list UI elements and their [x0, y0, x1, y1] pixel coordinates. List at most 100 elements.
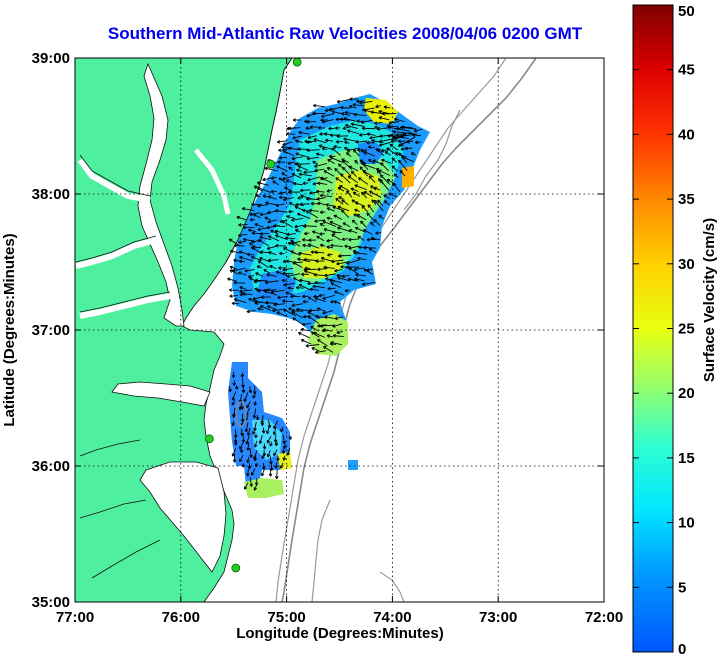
velocity-arrow-head [257, 308, 261, 311]
velocity-arrow-head [302, 209, 306, 213]
velocity-arrow-head [261, 473, 265, 477]
velocity-arrow [334, 268, 343, 273]
velocity-arrow [260, 305, 272, 311]
velocity-arrow [355, 273, 366, 277]
velocity-arrow-shaft [324, 273, 336, 277]
velocity-arrow-head [249, 219, 253, 222]
velocity-arrow [302, 243, 311, 248]
velocity-arrow [378, 141, 391, 147]
velocity-arrow [239, 255, 253, 262]
velocity-arrow [398, 139, 406, 144]
velocity-arrow-head [278, 150, 282, 152]
velocity-arrow-head [323, 133, 327, 136]
velocity-arrow-shaft [401, 156, 414, 163]
velocity-arrow-shaft [259, 435, 263, 444]
velocity-arrow-head [233, 282, 237, 285]
velocity-arrow-head [264, 167, 268, 171]
velocity-arrow [267, 419, 272, 428]
velocity-arrow-shaft [291, 303, 304, 307]
velocity-arrow-head [241, 374, 245, 378]
velocity-arrow-shaft [350, 123, 365, 127]
velocity-arrow-head [293, 183, 296, 186]
velocity-arrow-shaft [378, 116, 390, 121]
velocity-arrow [315, 259, 325, 263]
velocity-arrow-shaft [384, 151, 391, 156]
velocity-arrow-shaft [287, 287, 294, 290]
velocity-arrow-head [330, 301, 334, 304]
velocity-arrow-head [291, 243, 295, 245]
velocity-arrow-shaft [316, 190, 325, 193]
velocity-arrow [291, 156, 304, 161]
velocity-arrow-head [254, 428, 257, 432]
velocity-arrow [309, 191, 318, 195]
velocity-arrow-shaft [242, 207, 255, 212]
velocity-arrow-head [347, 130, 350, 133]
velocity-arrow-head [341, 113, 344, 116]
velocity-arrow [292, 135, 302, 140]
velocity-arrow-shaft [370, 221, 375, 227]
velocity-arrow-head [229, 388, 232, 392]
velocity-arrow-head [338, 255, 342, 258]
velocity-arrow [369, 190, 382, 198]
velocity-arrow-shaft [275, 245, 287, 247]
velocity-arrow-head [281, 220, 285, 224]
y-tick-label: 36:00 [32, 458, 70, 475]
velocity-arrow-head [378, 110, 382, 114]
velocity-arrow [244, 268, 255, 273]
velocity-arrow-shaft [339, 185, 350, 192]
velocity-arrow [239, 454, 244, 463]
velocity-arrow-head [363, 191, 366, 195]
velocity-arrow [308, 208, 319, 213]
velocity-arrow [270, 189, 277, 194]
velocity-arrow [267, 305, 277, 311]
velocity-arrow [292, 261, 303, 269]
velocity-arrow [369, 135, 382, 140]
velocity-arrow-shaft [276, 165, 288, 172]
velocity-arrow-shaft [357, 257, 367, 261]
velocity-arrow-head [332, 335, 336, 338]
velocity-arrow-shaft [306, 210, 319, 219]
velocity-arrow-head [267, 248, 271, 250]
velocity-arrow-shaft [249, 477, 253, 487]
velocity-arrow [278, 191, 287, 195]
velocity-arrow-head [389, 144, 392, 148]
velocity-arrow-shaft [363, 247, 376, 249]
velocity-arrow-head [308, 209, 312, 213]
velocity-arrow [314, 297, 326, 303]
velocity-arrow-head [357, 149, 361, 152]
velocity-arrow-head [277, 297, 281, 300]
velocity-arrow [304, 231, 310, 236]
velocity-arrow-shaft [337, 206, 350, 212]
velocity-arrow-head [353, 213, 356, 217]
velocity-arrow [363, 229, 373, 235]
velocity-arrow-head [315, 315, 318, 319]
velocity-arrow-head [247, 473, 250, 477]
velocity-arrow-shaft [257, 308, 264, 311]
velocity-arrow-head [239, 459, 243, 463]
velocity-arrow-head [248, 229, 251, 233]
velocity-arrow [324, 315, 335, 319]
velocity-arrow-head [355, 227, 358, 231]
velocity-arrow-head [280, 429, 284, 433]
velocity-arrow [274, 462, 279, 469]
velocity-arrow-head [368, 159, 371, 163]
velocity-arrow [317, 181, 328, 186]
velocity-arrow-head [370, 237, 374, 241]
velocity-arrow [323, 228, 335, 233]
velocity-arrow-head [314, 282, 318, 285]
bay-tributary-south-edge [79, 291, 171, 313]
velocity-arrow [229, 294, 238, 298]
velocity-arrow-head [337, 227, 340, 230]
velocity-arrow-shaft [295, 153, 310, 158]
velocity-arrow-shaft [361, 205, 369, 213]
velocity-arrow-head [228, 238, 232, 243]
velocity-arrow [277, 140, 287, 144]
velocity-arrow-head [229, 269, 233, 273]
velocity-arrow [276, 311, 288, 317]
colorbar-tick-label: 45 [678, 62, 695, 79]
velocity-arrow [288, 307, 295, 311]
velocity-arrow-shaft [316, 197, 326, 200]
velocity-arrow-head [304, 270, 307, 274]
velocity-arrow-head [323, 170, 327, 174]
velocity-arrow-head [314, 170, 318, 173]
